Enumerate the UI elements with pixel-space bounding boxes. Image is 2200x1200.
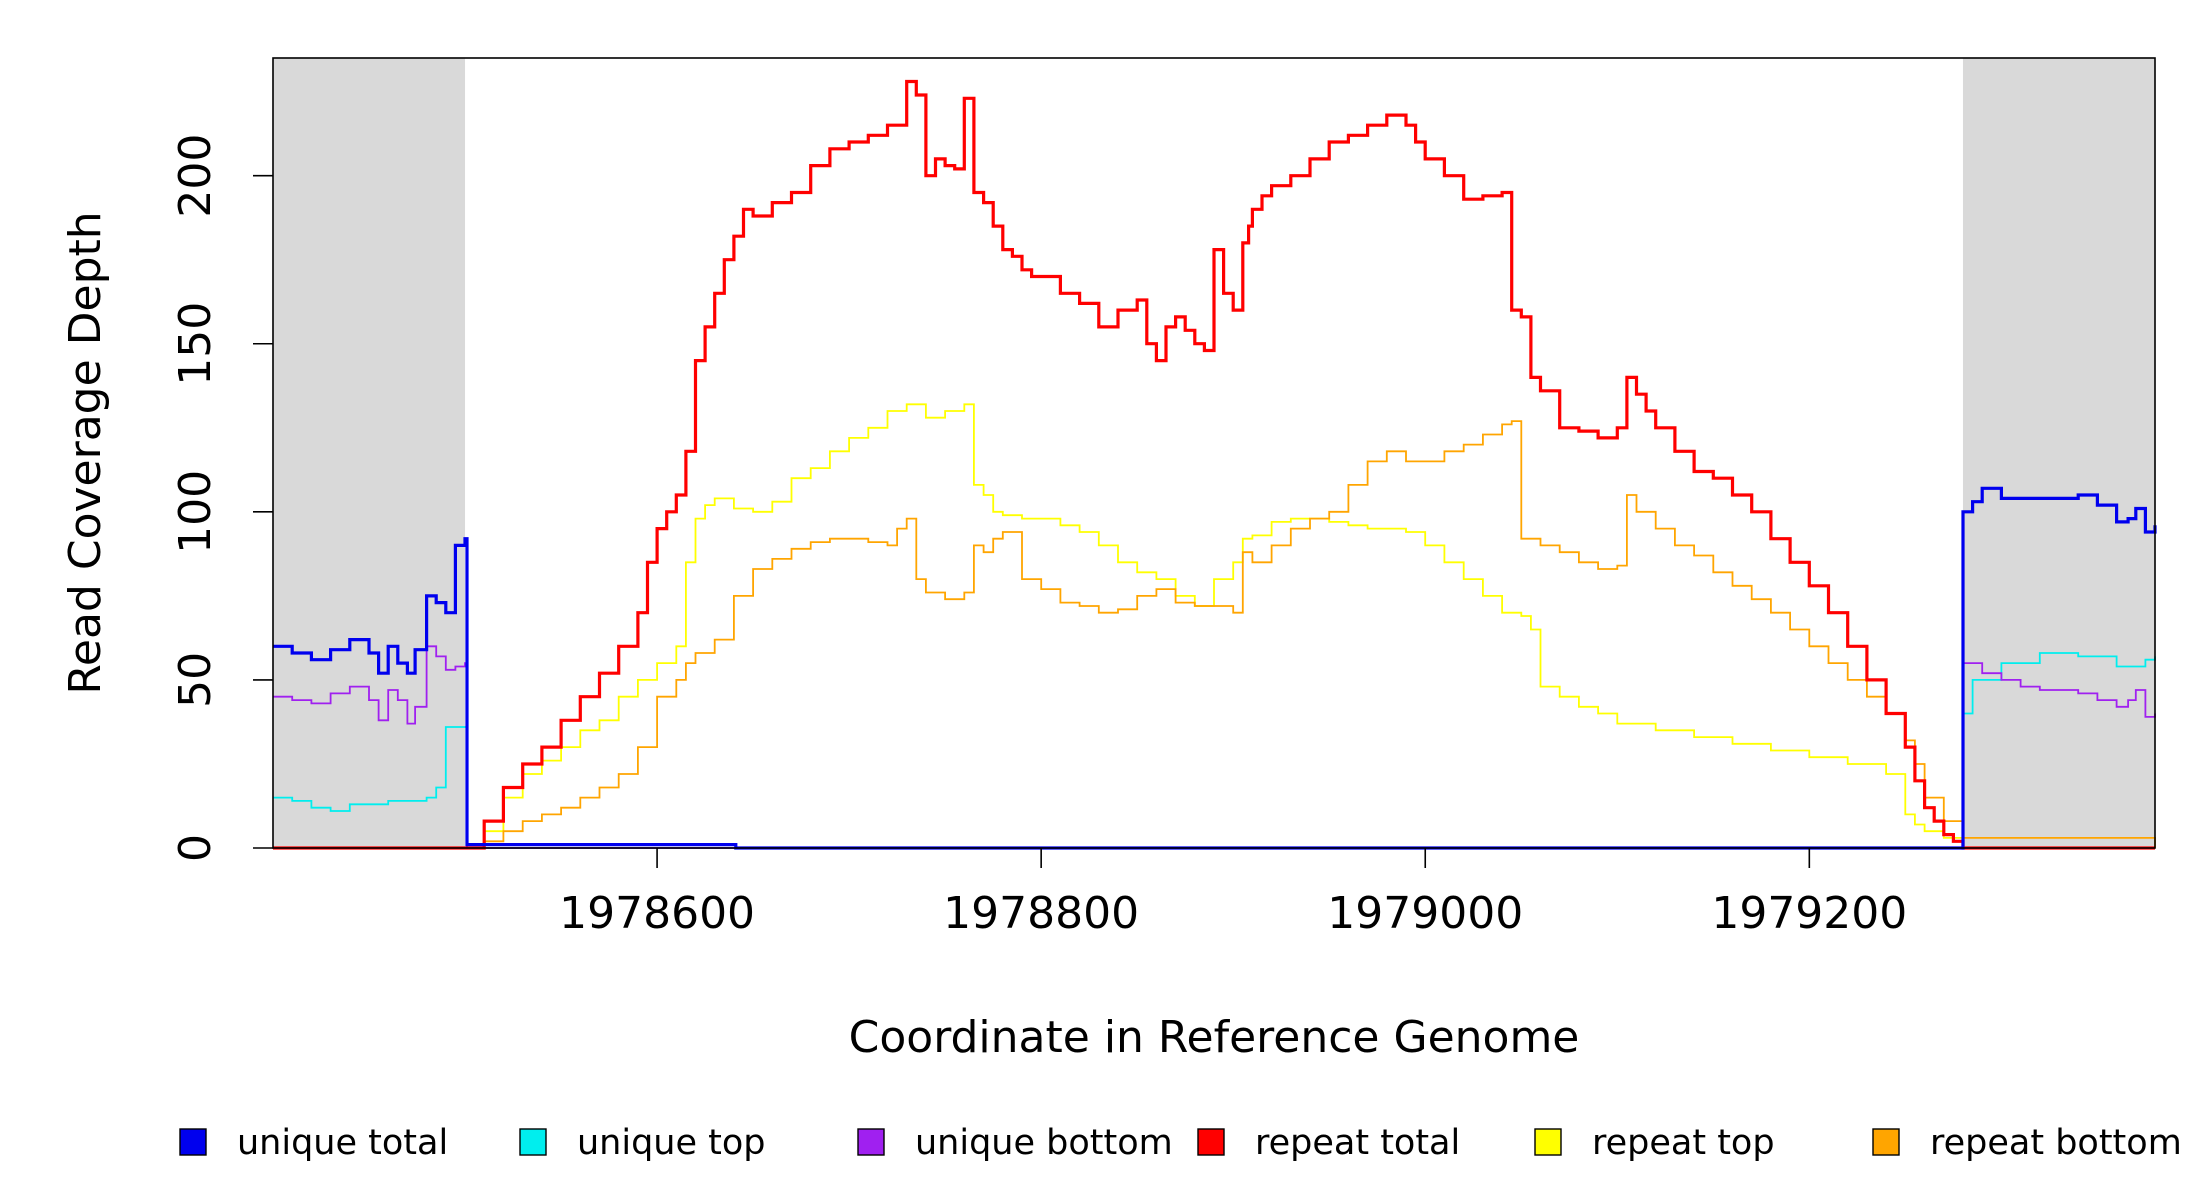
series-lines	[273, 79, 2157, 850]
legend-item-unique-total: unique total	[179, 1123, 448, 1163]
shaded-region-2	[1962, 58, 2155, 848]
x-axis-title: Coordinate in Reference Genome	[849, 1012, 1580, 1063]
series-line-unique-top	[273, 652, 2156, 849]
series-line-repeat-top	[273, 403, 2155, 849]
shaded-regions	[273, 58, 2155, 848]
legend-item-unique-top: unique top	[519, 1123, 766, 1163]
legend-label: repeat total	[1255, 1123, 1460, 1163]
legend-swatch	[1534, 1128, 1562, 1156]
legend-swatch	[857, 1128, 885, 1156]
x-tick-label: 1979000	[1327, 888, 1523, 939]
y-tick-label: 50	[170, 652, 221, 708]
legend-label: repeat top	[1592, 1123, 1775, 1163]
y-axis-title: Read Coverage Depth	[60, 211, 111, 694]
legend-label: unique bottom	[915, 1123, 1173, 1163]
y-tick-label: 150	[170, 302, 221, 386]
y-tick-label: 200	[170, 134, 221, 218]
series-line-repeat-total	[273, 79, 2155, 850]
legend-item-repeat-total: repeat total	[1197, 1123, 1460, 1163]
y-tick-label: 100	[170, 470, 221, 554]
shaded-region-1	[273, 58, 466, 848]
series-line-unique-total	[273, 486, 2157, 850]
plot-frame	[272, 57, 2156, 849]
legend-item-unique-bottom: unique bottom	[857, 1123, 1173, 1163]
legend-swatch	[179, 1128, 207, 1156]
x-tick-label: 1978800	[943, 888, 1139, 939]
y-tick-label: 0	[170, 834, 221, 862]
legend-label: unique total	[237, 1123, 448, 1163]
x-tick-label: 1978600	[559, 888, 755, 939]
legend: unique total unique top unique bottom repea…	[179, 1123, 2182, 1163]
x-axis: 1978600 1978800 1979000 1979200	[559, 848, 1907, 939]
legend-label: unique top	[577, 1123, 766, 1163]
x-tick-label: 1979200	[1711, 888, 1907, 939]
legend-swatch	[519, 1128, 547, 1156]
legend-item-repeat-bottom: repeat bottom	[1872, 1123, 2182, 1163]
legend-swatch	[1197, 1128, 1225, 1156]
legend-label: repeat bottom	[1930, 1123, 2182, 1163]
series-line-repeat-bottom	[273, 420, 2156, 849]
series-line-unique-bottom	[273, 645, 2156, 849]
legend-swatch	[1872, 1128, 1900, 1156]
legend-item-repeat-top: repeat top	[1534, 1123, 1775, 1163]
y-axis: 0 50 100 150 200	[170, 134, 273, 862]
